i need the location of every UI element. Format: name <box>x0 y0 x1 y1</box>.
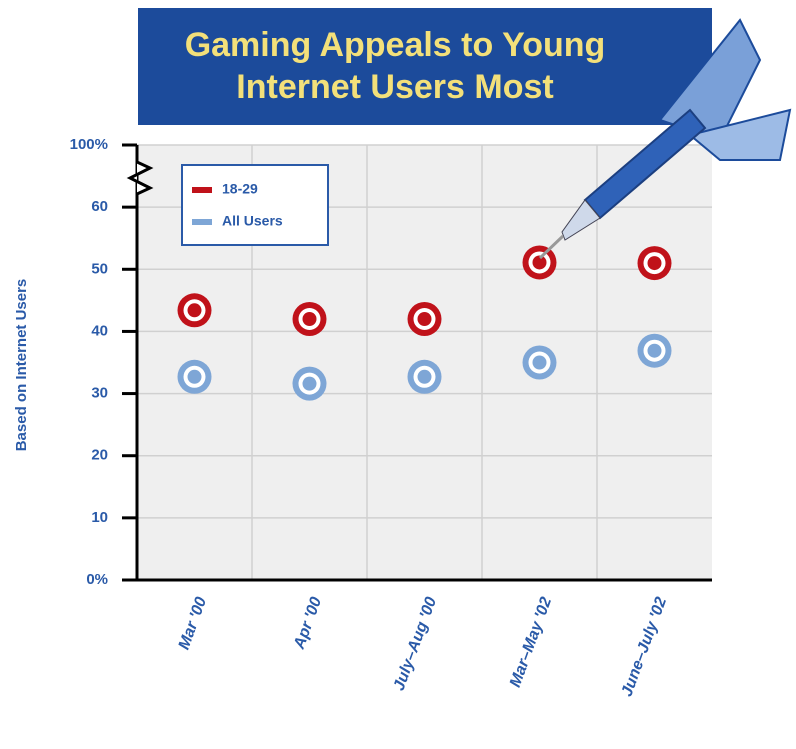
target-center <box>187 303 202 318</box>
target-center <box>417 312 432 326</box>
dart <box>538 18 792 260</box>
target-center <box>187 369 202 384</box>
y-tick-label: 20 <box>91 447 108 464</box>
y-tick-label: 100% <box>70 136 108 153</box>
target-marker <box>292 366 327 401</box>
legend-label: 18-29 <box>222 181 258 197</box>
target-marker <box>177 293 212 328</box>
title-banner <box>138 8 712 125</box>
legend-swatch <box>192 219 212 225</box>
target-center <box>647 256 662 271</box>
target-center <box>647 343 662 358</box>
target-center <box>302 376 317 391</box>
marks <box>177 245 672 401</box>
target-marker <box>522 345 557 380</box>
target-center <box>532 355 547 370</box>
x-tick-label: Mar–May '02 <box>507 595 555 690</box>
x-tick-label: Apr '00 <box>291 595 326 652</box>
target-center <box>302 312 317 326</box>
legend-label: All Users <box>222 213 283 229</box>
dart-wing <box>687 108 792 161</box>
legend-box <box>181 164 329 246</box>
y-axis-label: Based on Internet Users <box>13 279 30 452</box>
y-tick-label: 30 <box>91 385 108 402</box>
y-tick-label: 40 <box>91 322 108 339</box>
target-marker <box>407 302 442 336</box>
target-center <box>417 369 432 384</box>
target-marker <box>522 245 557 280</box>
legend-swatch <box>192 187 212 193</box>
target-marker <box>637 246 672 281</box>
dart-grip <box>561 199 601 241</box>
target-marker <box>407 359 442 394</box>
x-tick-label: June–July '02 <box>619 595 671 699</box>
target-marker <box>177 359 212 394</box>
chart-title: Gaming Appeals to Young Internet Users M… <box>184 26 606 106</box>
target-marker <box>637 333 672 368</box>
y-tick-label: 50 <box>91 260 108 277</box>
y-tick-label: 10 <box>91 509 108 526</box>
y-tick-label: 0% <box>86 571 108 588</box>
x-tick-label: July–Aug '00 <box>391 595 441 693</box>
y-tick-label: 60 <box>91 198 108 215</box>
axis-break <box>126 160 154 196</box>
target-center <box>532 255 547 270</box>
dart-tip <box>538 234 565 260</box>
x-tick-label: Mar '00 <box>176 595 211 652</box>
legend: 18-29 All Users <box>181 164 329 246</box>
target-marker <box>292 302 327 336</box>
